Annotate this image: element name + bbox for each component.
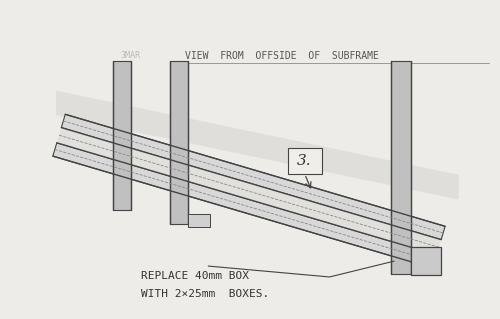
Text: REPLACE 40mm BOX: REPLACE 40mm BOX	[140, 271, 248, 281]
Polygon shape	[56, 91, 459, 200]
Polygon shape	[57, 128, 441, 255]
Polygon shape	[53, 143, 436, 268]
Bar	[288, 148, 322, 174]
Polygon shape	[62, 114, 445, 240]
Polygon shape	[188, 213, 210, 227]
Text: WITH 2×25mm  BOXES.: WITH 2×25mm BOXES.	[140, 289, 269, 299]
Text: 3.: 3.	[296, 154, 312, 168]
Polygon shape	[113, 61, 130, 210]
Text: 3MAR: 3MAR	[120, 51, 141, 60]
Text: VIEW  FROM  OFFSIDE  OF  SUBFRAME: VIEW FROM OFFSIDE OF SUBFRAME	[186, 51, 379, 61]
Polygon shape	[391, 61, 411, 274]
Polygon shape	[170, 61, 188, 225]
Bar	[411, 247, 441, 275]
